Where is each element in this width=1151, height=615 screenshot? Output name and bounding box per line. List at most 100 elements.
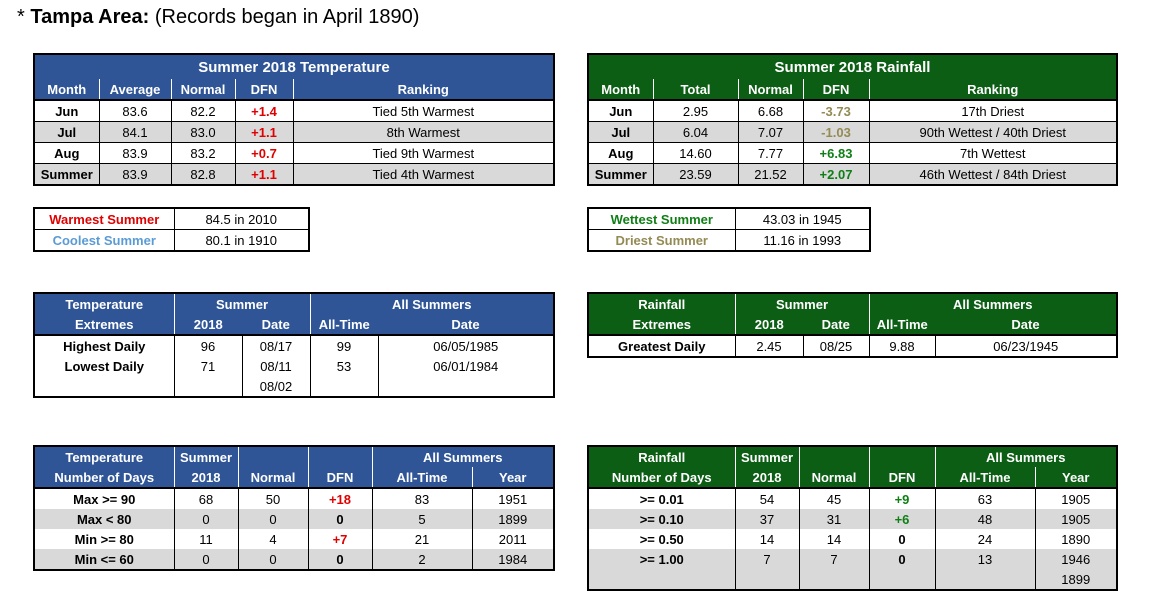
record-label: Wettest Summer: [588, 208, 736, 230]
ranking-cell: 17th Driest: [869, 100, 1117, 122]
normal-cell: 31: [799, 509, 870, 529]
month-cell: Jun: [588, 100, 654, 122]
column-header: Date: [242, 314, 311, 336]
date-cell: 08/17: [242, 335, 311, 356]
threshold-cell: Max >= 90: [34, 488, 175, 509]
column-header: All Summers: [934, 446, 1117, 467]
ranking-cell: Tied 5th Warmest: [293, 100, 554, 122]
ranking-cell: 7th Wettest: [869, 142, 1117, 164]
rainfall-days-table: Rainfall Summer All Summers Number of Da…: [587, 445, 1118, 591]
average-cell: 83.9: [99, 142, 172, 164]
normal-cell: 0: [238, 549, 309, 570]
normal-cell: 82.8: [171, 163, 236, 185]
normal-cell: 0: [238, 509, 309, 529]
column-header: Date: [803, 314, 870, 336]
dfn-cell: +7: [308, 529, 373, 549]
column-header: 2018: [734, 467, 799, 489]
table-row: Summer 83.9 82.8 +1.1 Tied 4th Warmest: [34, 163, 554, 185]
column-header: Extremes: [34, 314, 175, 336]
table-row: Coolest Summer 80.1 in 1910: [34, 229, 309, 251]
month-cell: Jul: [34, 121, 100, 143]
extreme-label: Greatest Daily: [588, 335, 736, 357]
table-row: Wettest Summer 43.03 in 1945: [588, 208, 870, 230]
threshold-cell: Max < 80: [34, 509, 175, 529]
column-header: Normal: [237, 467, 308, 489]
all-time-cell: 2: [372, 549, 473, 570]
table-row: Greatest Daily 2.45 08/25 9.88 06/23/1945: [588, 335, 1117, 357]
column-header: 2018: [174, 314, 242, 336]
normal-cell: [799, 569, 870, 590]
threshold-cell: >= 0.10: [588, 509, 736, 529]
year-cell: 1951: [498, 491, 528, 507]
dfn-cell: +1.1: [235, 121, 294, 143]
normal-cell: 7.77: [738, 142, 804, 164]
column-header: Average: [98, 79, 171, 101]
value-cell: 7: [735, 549, 800, 569]
column-header: Ranking: [868, 79, 1117, 101]
table-row: Aug 83.9 83.2 +0.7 Tied 9th Warmest: [34, 142, 554, 164]
ranking-cell: 8th Warmest: [293, 121, 554, 143]
dfn-cell: -1.03: [803, 121, 870, 143]
column-header: 2018: [735, 314, 803, 336]
column-header: Number of Days: [34, 467, 174, 489]
date-cell: 08/25: [803, 335, 870, 357]
dfn-cell: 0: [869, 549, 936, 569]
table-row: 1899: [588, 569, 1117, 590]
column-header: DFN: [234, 79, 293, 101]
total-cell: 2.95: [653, 100, 739, 122]
column-header: DFN: [868, 467, 935, 489]
ranking-cell: 46th Wettest / 84th Driest: [869, 163, 1117, 185]
table-row: Min >= 80 11 4 +7 21 2011: [34, 529, 554, 549]
table-row: Lowest Daily 71 08/11 53 06/01/1984: [34, 356, 554, 376]
column-header: Normal: [798, 467, 869, 489]
year-cell: 1946: [1035, 549, 1117, 569]
date-cell: 06/05/1985: [433, 338, 499, 354]
month-cell: Jun: [34, 100, 100, 122]
table-title: Summer 2018 Temperature: [34, 54, 554, 79]
column-header: Summer: [734, 446, 799, 467]
value-cell: 11: [174, 529, 239, 549]
year-cell: 1984: [472, 549, 554, 570]
all-time-cell: 5: [372, 509, 473, 529]
value-cell: 14: [735, 529, 800, 549]
table-row: Jun 2.95 6.68 -3.73 17th Driest: [588, 100, 1117, 122]
column-header: Total: [652, 79, 738, 101]
column-header: Year: [1034, 467, 1117, 489]
all-time-cell: 63: [935, 488, 1036, 509]
all-time-cell: 83: [372, 488, 473, 509]
temperature-days-table: Temperature Summer All Summers Number of…: [33, 445, 555, 571]
normal-cell: 21.52: [738, 163, 804, 185]
column-header: All-Time: [310, 314, 378, 336]
table-row: Jul 84.1 83.0 +1.1 8th Warmest: [34, 121, 554, 143]
extreme-label: [34, 376, 175, 397]
dfn-cell: +6.83: [803, 142, 870, 164]
all-time-cell: [935, 569, 1036, 590]
column-header: Number of Days: [588, 467, 735, 489]
threshold-cell: [588, 569, 736, 590]
dfn-cell: -3.73: [803, 100, 870, 122]
date-cell: 06/23/1945: [993, 338, 1059, 354]
month-cell: Aug: [588, 142, 654, 164]
column-header: [237, 446, 308, 467]
threshold-cell: >= 0.01: [588, 488, 736, 509]
year-cell: 1899: [472, 509, 554, 529]
month-cell: Summer: [34, 163, 100, 185]
ranking-cell: Tied 4th Warmest: [293, 163, 554, 185]
record-value: 84.5 in 2010: [174, 208, 309, 230]
table-row: Highest Daily 96 08/17 99 06/05/1985: [34, 335, 554, 356]
table-title: Summer 2018 Rainfall: [588, 54, 1117, 79]
year-cell: 1905: [1061, 491, 1091, 507]
normal-cell: 6.68: [738, 100, 804, 122]
threshold-cell: >= 0.50: [588, 529, 736, 549]
table-row: Driest Summer 11.16 in 1993: [588, 229, 870, 251]
column-header: Temperature: [34, 293, 174, 314]
column-header: Normal: [170, 79, 235, 101]
date-cell: 08/11: [242, 356, 311, 376]
column-header: [798, 446, 869, 467]
table-row: Aug 14.60 7.77 +6.83 7th Wettest: [588, 142, 1117, 164]
column-header: Extremes: [588, 314, 736, 336]
page-title: * Tampa Area: (Records began in April 18…: [17, 6, 420, 28]
column-header: All-Time: [934, 467, 1035, 489]
table-row: Max >= 90 68 50 +18 83 1951: [34, 488, 554, 509]
date-cell: 08/02: [242, 376, 311, 397]
